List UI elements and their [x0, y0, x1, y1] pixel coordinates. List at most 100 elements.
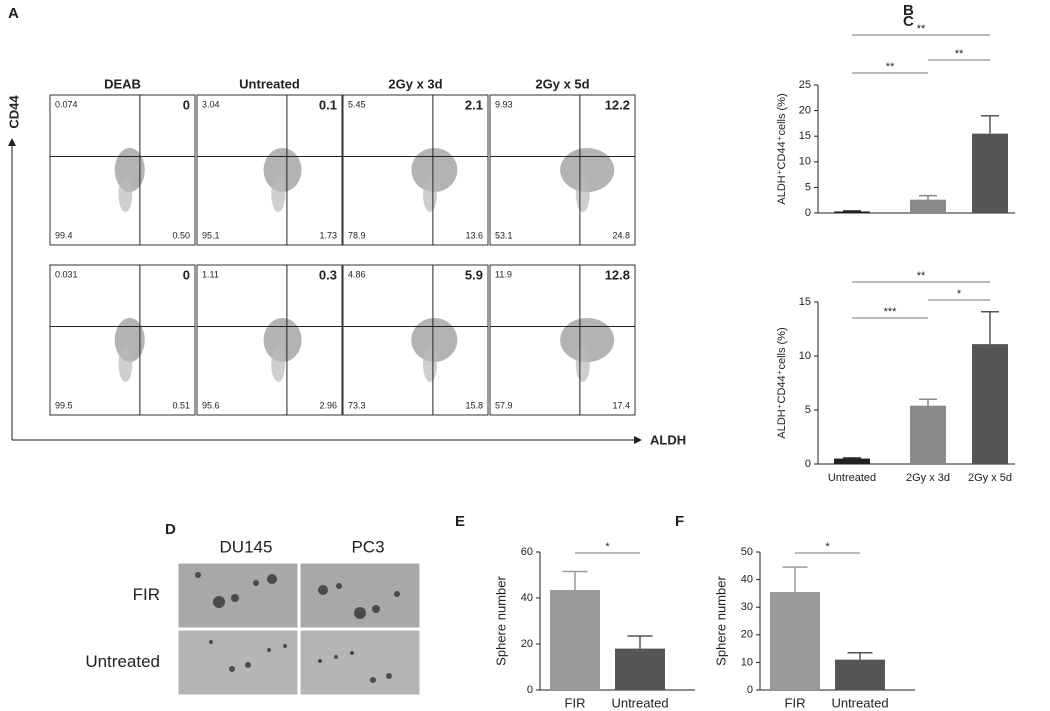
y-tick-label: 0 — [747, 684, 753, 696]
error-bar — [843, 457, 861, 459]
x-axis-title: ALDH — [650, 432, 686, 447]
quadrant-value: 0.031 — [55, 269, 78, 279]
error-bar — [847, 651, 873, 660]
bar — [972, 344, 1008, 464]
cell-tail — [575, 346, 590, 382]
quadrant-value: 0.50 — [172, 230, 190, 240]
panel-label: B — [903, 2, 914, 19]
sphere — [372, 605, 380, 613]
sphere — [253, 580, 259, 586]
cell-cloud — [411, 148, 458, 192]
quadrant-value: 0.51 — [172, 400, 190, 410]
y-tick-label: 5 — [805, 404, 811, 416]
quadrant-value: 78.9 — [348, 230, 366, 240]
quadrant-value: 95.1 — [202, 230, 220, 240]
y-axis-title: ALDH⁺CD44⁺cells (%) — [776, 327, 788, 438]
x-tick-label: FIR — [565, 695, 586, 710]
bar — [910, 199, 946, 213]
y-tick-label: 10 — [799, 156, 811, 168]
quadrant-value: 3.04 — [202, 99, 220, 109]
sphere — [370, 677, 376, 683]
bar — [834, 458, 870, 464]
x-tick-label: FIR — [785, 695, 806, 710]
x-tick-label: Untreated — [611, 695, 668, 710]
sphere — [318, 585, 328, 595]
quadrant-value: 53.1 — [495, 230, 513, 240]
y-tick-label: 10 — [741, 656, 753, 668]
y-axis-title: Sphere number — [493, 576, 508, 666]
column-header: DEAB — [104, 76, 141, 91]
bar — [972, 133, 1008, 213]
bar — [834, 211, 870, 213]
quadrant-value: 15.8 — [465, 400, 483, 410]
y-tick-label: 0 — [527, 684, 533, 696]
error-bar — [919, 398, 937, 406]
cell-cloud — [411, 318, 458, 362]
y-tick-label: 15 — [799, 296, 811, 308]
column-header: DU145 — [220, 537, 273, 556]
error-bar — [843, 210, 861, 212]
sphere — [229, 666, 235, 672]
sphere — [245, 662, 251, 668]
quadrant-value: 12.8 — [605, 267, 630, 282]
sphere — [195, 572, 201, 578]
x-tick-label: Untreated — [831, 695, 888, 710]
y-tick-label: 0 — [805, 207, 811, 219]
sphere — [209, 640, 213, 644]
y-tick-label: 25 — [799, 79, 811, 91]
column-header: 2Gy x 5d — [535, 76, 589, 91]
panel-label: D — [165, 521, 176, 538]
quadrant-value: 73.3 — [348, 400, 366, 410]
cell-tail — [423, 176, 437, 212]
y-tick-label: 50 — [741, 546, 753, 558]
sphere — [231, 594, 239, 602]
y-tick-label: 20 — [741, 629, 753, 641]
quadrant-value: 0.1 — [319, 97, 337, 112]
bar — [615, 648, 665, 690]
panel-label: A — [8, 5, 19, 22]
sphere-image — [177, 629, 299, 696]
y-tick-label: 10 — [799, 350, 811, 362]
x-tick-label: 2Gy x 5d — [968, 472, 1012, 484]
significance-label: ** — [955, 48, 964, 60]
quadrant-value: 5.9 — [465, 267, 483, 282]
bar — [910, 405, 946, 464]
sphere — [386, 673, 392, 679]
row-header: FIR — [133, 585, 160, 604]
panel-label: E — [455, 513, 465, 530]
y-tick-label: 15 — [799, 130, 811, 142]
panel-label: C — [903, 13, 914, 30]
quadrant-value: 4.86 — [348, 269, 366, 279]
quadrant-value: 12.2 — [605, 97, 630, 112]
cell-tail — [118, 346, 133, 382]
y-tick-label: 40 — [521, 592, 533, 604]
column-header: 2Gy x 3d — [388, 76, 442, 91]
sphere — [267, 574, 277, 584]
y-tick-label: 20 — [799, 105, 811, 117]
column-header: Untreated — [239, 76, 300, 91]
significance-label: * — [825, 541, 830, 553]
y-tick-label: 30 — [741, 601, 753, 613]
x-tick-label: Untreated — [828, 472, 876, 484]
quadrant-value: 57.9 — [495, 400, 513, 410]
quadrant-value: 17.4 — [612, 400, 630, 410]
row-header: Untreated — [85, 652, 160, 671]
quadrant-value: 5.45 — [348, 99, 366, 109]
bar — [550, 589, 600, 690]
sphere — [354, 607, 366, 619]
significance-label: ** — [917, 270, 926, 282]
error-bar — [981, 114, 999, 134]
significance-label: ** — [917, 23, 926, 35]
quadrant-value: 0 — [183, 267, 190, 282]
error-bar — [627, 635, 653, 649]
quadrant-value: 95.6 — [202, 400, 220, 410]
quadrant-value: 24.8 — [612, 230, 630, 240]
quadrant-value: 99.4 — [55, 230, 73, 240]
cell-cloud — [263, 318, 302, 362]
column-header: PC3 — [351, 537, 384, 556]
cell-cloud — [560, 148, 615, 192]
quadrant-value: 99.5 — [55, 400, 73, 410]
quadrant-value: 1.11 — [202, 269, 219, 279]
error-bar — [562, 570, 588, 590]
